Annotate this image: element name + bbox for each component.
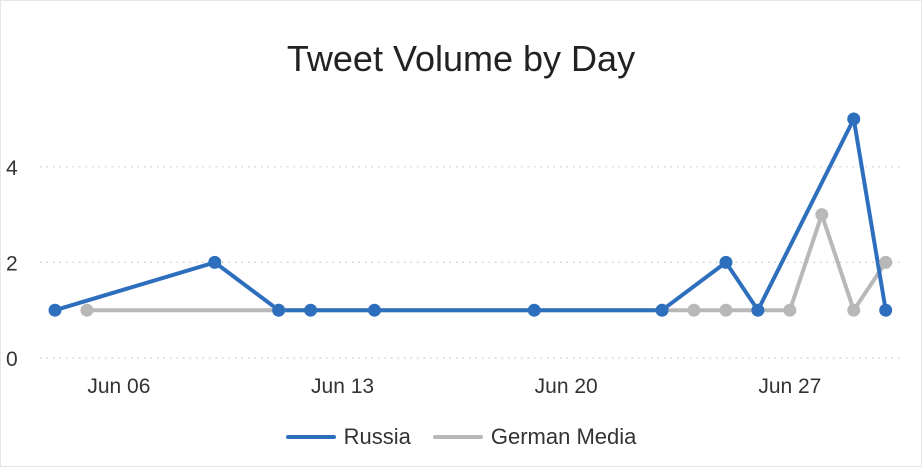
gridlines (40, 166, 900, 359)
legend-item-russia[interactable]: Russia (285, 424, 411, 450)
data-point-russia[interactable] (847, 112, 861, 126)
legend-label-german-media: German Media (490, 424, 637, 449)
data-point-german-media[interactable] (687, 303, 701, 317)
x-tick-label: Jun 27 (758, 375, 821, 398)
y-tick-label: 2 (6, 252, 18, 275)
data-point-russia[interactable] (719, 255, 733, 269)
data-point-russia[interactable] (655, 303, 669, 317)
legend-swatch-german-media (432, 435, 483, 439)
x-tick-label: Jun 13 (311, 375, 374, 398)
legend-label-russia: Russia (343, 424, 411, 449)
data-point-russia[interactable] (272, 303, 286, 317)
data-point-german-media[interactable] (815, 208, 829, 222)
data-point-german-media[interactable] (719, 303, 733, 317)
x-tick-label: Jun 20 (535, 375, 598, 398)
chart-title: Tweet Volume by Day (286, 38, 636, 79)
legend-swatch-russia (285, 435, 336, 439)
series-markers (48, 112, 893, 317)
y-tick-label: 0 (6, 348, 18, 371)
data-point-german-media[interactable] (847, 303, 861, 317)
series-lines (53, 117, 888, 313)
data-point-russia[interactable] (527, 303, 541, 317)
data-point-german-media[interactable] (783, 303, 797, 317)
data-point-russia[interactable] (368, 303, 381, 317)
data-point-russia[interactable] (208, 255, 222, 269)
y-tick-label: 4 (6, 157, 18, 180)
axis-labels: 0 2 4 Jun 06 Jun 13 Jun 20 Jun 27 (6, 157, 821, 398)
data-point-russia[interactable] (879, 303, 893, 317)
data-point-russia[interactable] (48, 303, 62, 317)
data-point-german-media[interactable] (879, 255, 893, 269)
x-tick-label: Jun 06 (87, 375, 150, 398)
series-line-russia (53, 117, 888, 313)
data-point-german-media[interactable] (80, 303, 94, 317)
data-point-russia[interactable] (304, 303, 318, 317)
legend: Russia German Media (0, 424, 922, 450)
data-point-russia[interactable] (751, 303, 765, 317)
legend-item-german-media[interactable]: German Media (432, 424, 637, 450)
